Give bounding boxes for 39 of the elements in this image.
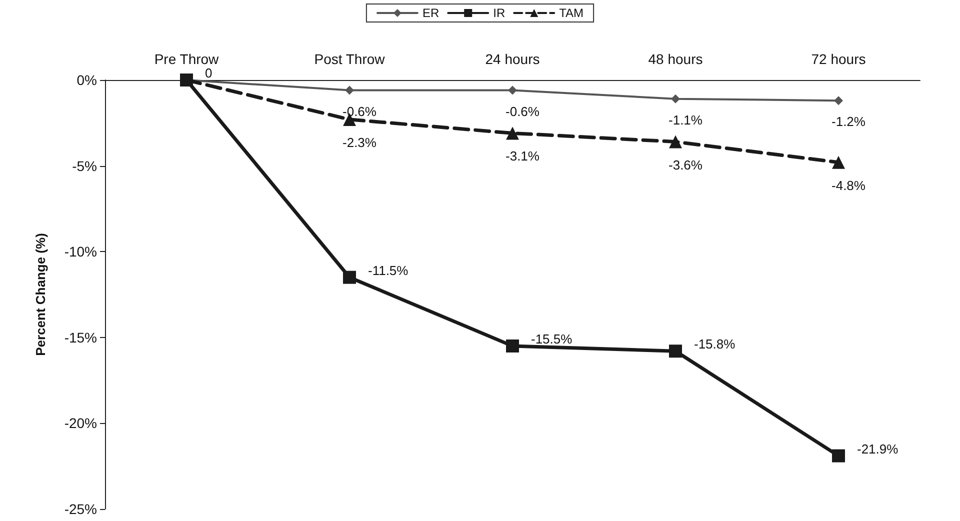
point	[506, 339, 519, 352]
x-tick-label: Post Throw	[314, 51, 386, 67]
x-tick-label: 24 hours	[485, 51, 540, 67]
data-label: -1.2%	[832, 114, 866, 130]
legend-label: TAM	[559, 6, 584, 20]
data-label: 0	[205, 66, 212, 80]
y-tick-label: -15%	[64, 329, 97, 346]
data-label: -4.8%	[832, 178, 866, 193]
data-label: -2.3%	[342, 134, 377, 150]
point	[834, 96, 843, 106]
data-label: -15.5%	[531, 331, 573, 346]
data-label: -21.9%	[857, 441, 899, 456]
point	[669, 344, 682, 358]
point	[343, 270, 356, 284]
point	[506, 126, 519, 140]
y-tick-label: -5%	[72, 158, 97, 174]
x-tick-label: 72 hours	[811, 51, 866, 67]
y-axis-title: Percent Change (%)	[33, 233, 48, 356]
point	[345, 86, 354, 95]
y-tick-label: -20%	[64, 415, 97, 432]
y-tick-label: -25%	[64, 501, 97, 517]
x-tick-label: 48 hours	[648, 51, 703, 67]
data-label: -15.8%	[694, 336, 736, 352]
y-tick-label: 0%	[76, 72, 97, 88]
data-label: -1.1%	[668, 112, 703, 128]
data-label: -0.6%	[342, 104, 377, 119]
point	[832, 156, 845, 169]
point	[508, 86, 517, 95]
point	[671, 94, 680, 104]
legend-label: IR	[493, 6, 506, 20]
data-label: -3.1%	[506, 148, 540, 164]
data-label: -3.6%	[668, 157, 703, 172]
point	[669, 135, 682, 148]
x-tick-label: Pre Throw	[154, 51, 220, 67]
point	[832, 449, 845, 462]
data-label: -11.5%	[368, 262, 409, 278]
y-tick-label: -10%	[64, 244, 97, 260]
legend-label: ER	[422, 6, 440, 20]
data-label: -0.6%	[506, 104, 540, 119]
